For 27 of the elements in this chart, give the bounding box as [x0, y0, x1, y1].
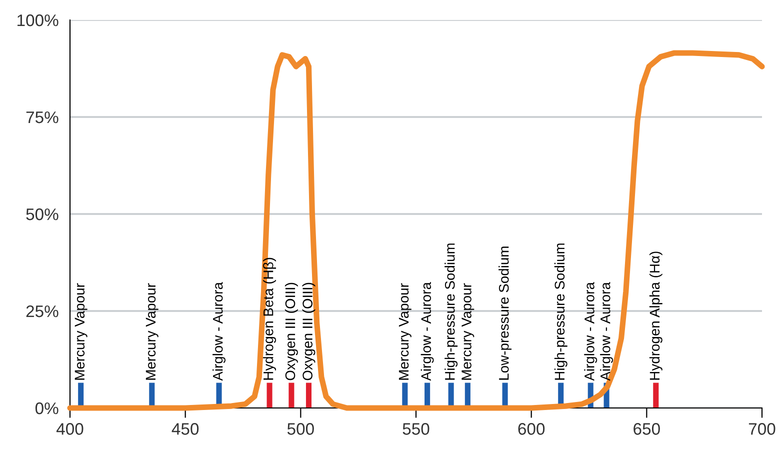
annotation: Airglow - Aurora	[600, 282, 614, 381]
y-tick-label: 75%	[26, 111, 58, 124]
annotation: Airglow - Aurora	[212, 282, 226, 381]
y-tick-label: 25%	[26, 305, 58, 318]
annotation: Oxygen III (OIII)	[302, 282, 316, 380]
annotation: Mercury Vapour	[398, 283, 412, 380]
annotation: Hydrogen Beta (Hβ)	[263, 258, 276, 380]
x-tick-label: 400	[56, 423, 84, 435]
annotation: Mercury Vapour	[462, 283, 474, 380]
annotation: Oxygen III (OIII)	[284, 282, 298, 380]
annotation: Mercury Vapour	[146, 283, 158, 380]
annotation: High-pressure Sodium	[444, 244, 458, 380]
annotation: Low-pressure Sodium	[498, 246, 512, 380]
annotation: High-pressure Sodium	[554, 244, 568, 380]
x-tick-label: 550	[402, 423, 430, 435]
annotation: Airglow - Aurora	[584, 282, 598, 381]
y-tick-label: 0%	[35, 402, 58, 414]
x-tick-label: 650	[634, 423, 660, 435]
annotation: Hydrogen Alpha (Hα)	[649, 252, 662, 380]
annotation: Airglow - Aurora	[420, 282, 434, 381]
x-tick-label: 600	[518, 423, 545, 435]
y-tick-label: 50%	[26, 208, 58, 220]
x-tick-label: 700	[748, 423, 776, 435]
x-tick-label: 500	[287, 423, 314, 435]
y-tick-label: 100%	[18, 14, 58, 26]
annotation: Mercury Vapour	[74, 283, 88, 380]
x-tick-label: 450	[172, 423, 199, 435]
